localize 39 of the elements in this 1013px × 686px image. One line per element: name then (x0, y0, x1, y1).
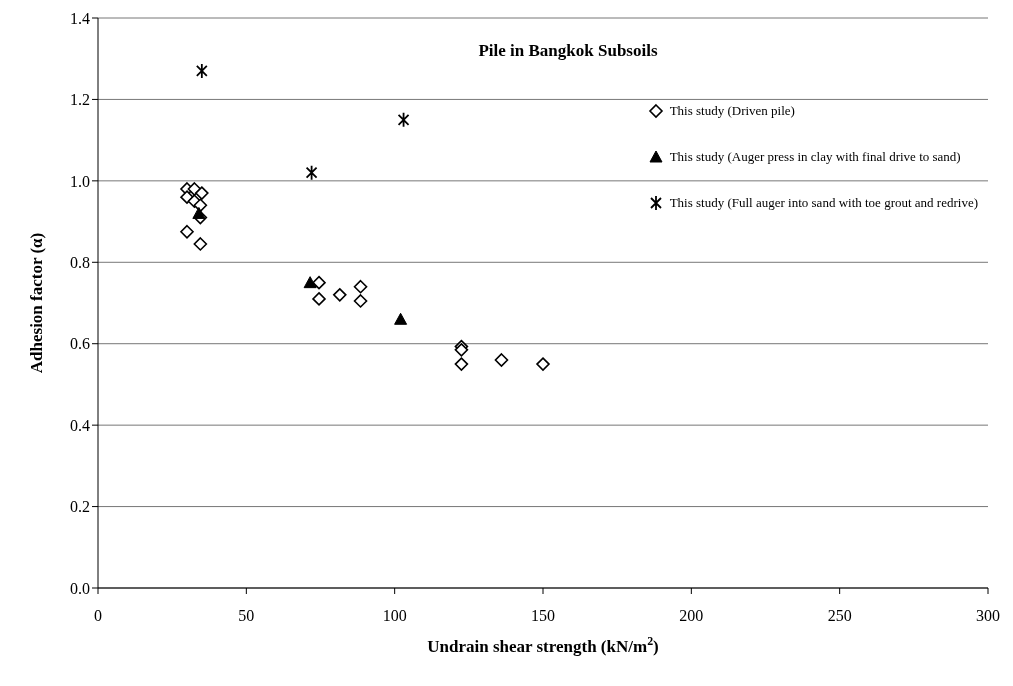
y-axis-title: Adhesion factor (α) (27, 232, 46, 374)
point (305, 164, 318, 181)
y-tick-label: 0.2 (70, 498, 90, 516)
point (536, 357, 550, 371)
x-tick-label: 300 (976, 607, 1000, 625)
point (195, 63, 208, 79)
point (454, 343, 469, 357)
point (312, 292, 326, 306)
point (180, 224, 194, 239)
y-tick-label: 1.4 (70, 9, 90, 27)
point (303, 276, 317, 289)
x-tick-label: 50 (238, 607, 255, 625)
x-tick-label: 150 (531, 607, 555, 625)
text: Pile in Bangkok Subsoils (478, 41, 658, 60)
y-tick-label: 0.4 (70, 416, 90, 434)
y-tick-label: 1.2 (70, 91, 90, 109)
point (332, 288, 347, 302)
legend-label: This study (Driven pile) (669, 103, 795, 119)
y-tick-label: 0.0 (70, 579, 90, 597)
point (192, 206, 206, 219)
point (353, 279, 368, 294)
legend-label: This study (Auger press in clay with final drive to sand) (669, 149, 961, 165)
x-tick-label: 100 (382, 607, 407, 625)
x-tick-label: 200 (679, 607, 704, 625)
point (394, 312, 408, 325)
point (195, 186, 209, 200)
legend-label: This study (Full auger into sand with toe grout and redrive) (669, 195, 978, 211)
y-tick-label: 0.8 (70, 253, 90, 271)
x-tick-label: 250 (827, 607, 852, 625)
x-tick-label: 0 (94, 607, 102, 625)
y-tick-label: 1.0 (70, 172, 90, 190)
y-tick-label: 0.6 (70, 335, 90, 353)
point (193, 237, 208, 251)
point (494, 353, 509, 367)
point (397, 111, 410, 128)
point (353, 294, 368, 308)
point (454, 357, 469, 371)
point (312, 275, 326, 290)
x-axis-title: Undrain shear strength (kN/m$^{2}$) (427, 634, 659, 656)
